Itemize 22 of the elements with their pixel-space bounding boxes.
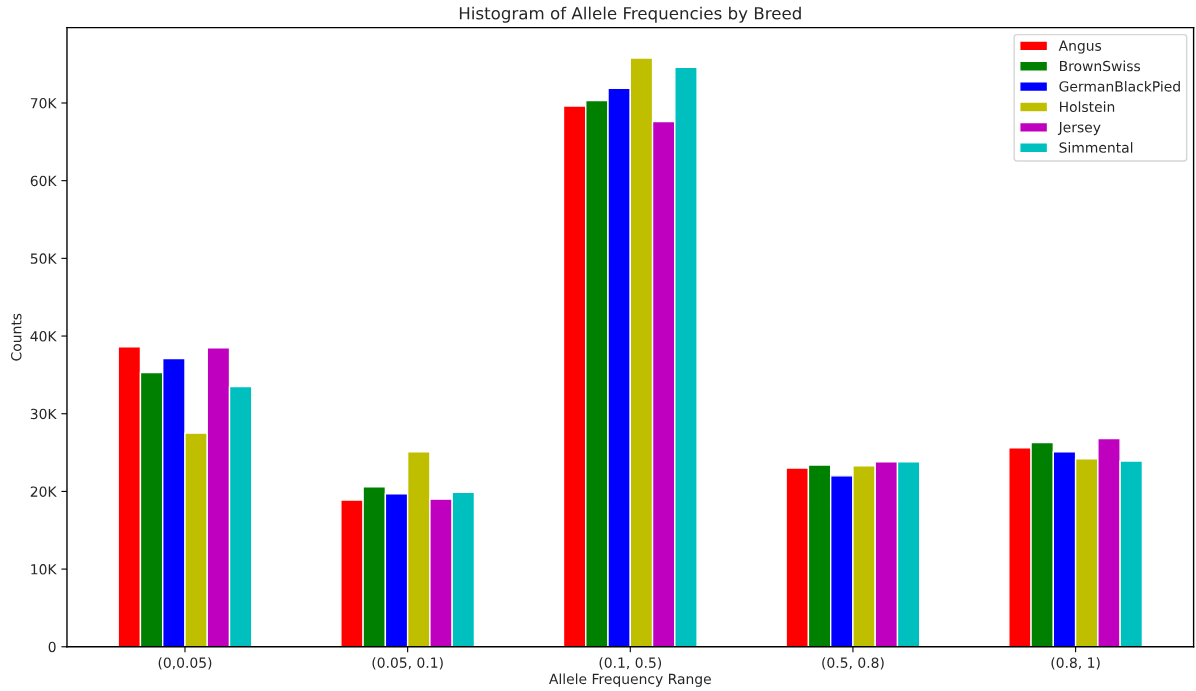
y-tick-label: 30K	[30, 408, 57, 420]
y-tick-label: 10K	[31, 564, 57, 575]
y-tick-label: 40K	[30, 331, 57, 342]
x-tick-label: (0.1, 0.5)	[599, 657, 662, 670]
y-tick-label: 0	[48, 641, 56, 653]
y-tick-label: 70K	[30, 97, 57, 109]
chart-title: Histogram of Allele Frequencies by Breed	[459, 6, 801, 23]
y-tick-label: 60K	[30, 175, 57, 187]
y-tick-label: 20K	[30, 486, 57, 497]
legend-label: Holstein	[1059, 101, 1115, 113]
legend-label: Jersey	[1057, 122, 1101, 136]
y-tick-label: 50K	[30, 253, 57, 264]
legend-label: BrownSwiss	[1059, 60, 1141, 72]
x-tick-label: (0.5, 0.8)	[822, 657, 884, 670]
x-tick-label: (0.05, 0.1)	[372, 657, 443, 670]
legend-label: Simmental	[1059, 142, 1133, 153]
legend-label: GermanBlackPied	[1059, 80, 1180, 92]
x-tick-label: (0.8, 1)	[1051, 657, 1100, 670]
x-tick-label: (0,0.05)	[158, 657, 212, 670]
legend-label: Angus	[1058, 40, 1102, 54]
x-axis-title: Allele Frequency Range	[549, 673, 711, 687]
y-axis-title: Counts	[11, 313, 22, 361]
